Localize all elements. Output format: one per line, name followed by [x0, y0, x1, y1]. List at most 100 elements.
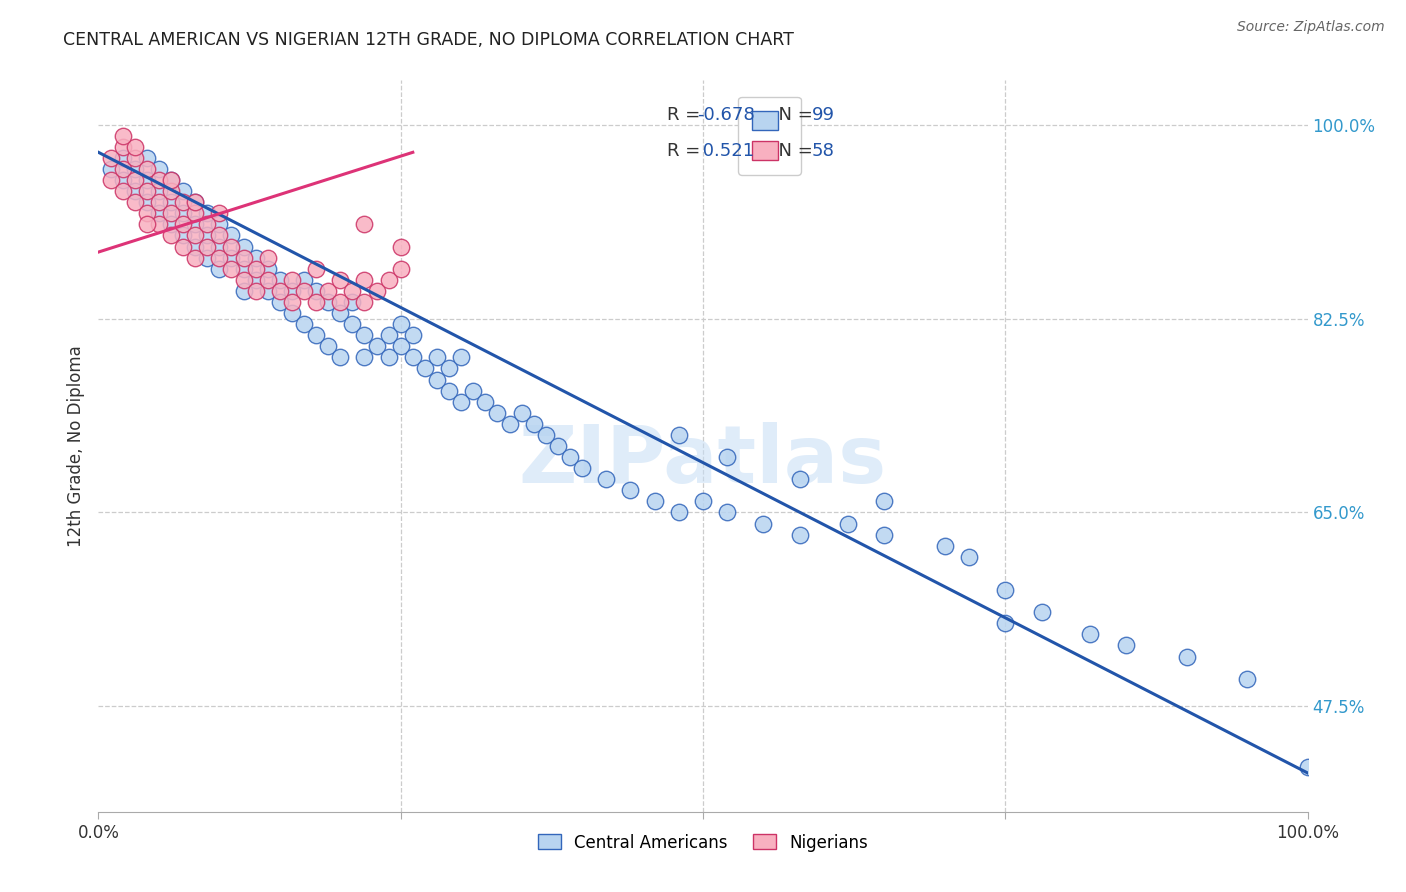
Point: [111, 184, 134, 198]
Point: [160, 184, 183, 198]
Point: [595, 472, 617, 486]
Text: R =: R =: [666, 143, 706, 161]
Point: [426, 351, 449, 365]
Point: [172, 239, 194, 253]
Point: [752, 516, 775, 531]
Text: R =: R =: [666, 106, 706, 124]
Point: [245, 284, 267, 298]
Text: N =: N =: [768, 106, 818, 124]
Point: [221, 251, 243, 265]
Point: [692, 494, 714, 508]
Text: -0.678: -0.678: [697, 106, 755, 124]
Point: [994, 583, 1017, 598]
Point: [316, 339, 339, 353]
Point: [389, 261, 412, 276]
Point: [292, 284, 315, 298]
Point: [402, 328, 425, 343]
Point: [377, 273, 399, 287]
Point: [789, 527, 811, 541]
Point: [389, 317, 412, 331]
Point: [195, 206, 218, 220]
Point: [437, 384, 460, 398]
Point: [232, 273, 254, 287]
Point: [498, 417, 520, 431]
Point: [668, 428, 690, 442]
Point: [934, 539, 956, 553]
Text: N =: N =: [768, 143, 818, 161]
Point: [873, 527, 896, 541]
Y-axis label: 12th Grade, No Diploma: 12th Grade, No Diploma: [66, 345, 84, 547]
Point: [1078, 627, 1101, 641]
Point: [292, 273, 315, 287]
Point: [547, 439, 569, 453]
Point: [281, 294, 304, 309]
Point: [111, 151, 134, 165]
Point: [269, 284, 291, 298]
Point: [305, 294, 328, 309]
Point: [474, 394, 496, 409]
Point: [135, 218, 157, 232]
Text: 99: 99: [811, 106, 835, 124]
Point: [135, 184, 157, 198]
Point: [1031, 605, 1053, 619]
Point: [135, 173, 157, 187]
Point: [619, 483, 641, 498]
Point: [1296, 760, 1319, 774]
Point: [160, 195, 183, 210]
Point: [269, 273, 291, 287]
Point: [994, 616, 1017, 631]
Point: [789, 472, 811, 486]
Point: [426, 372, 449, 386]
Point: [160, 173, 183, 187]
Point: [172, 218, 194, 232]
Point: [534, 428, 557, 442]
Point: [221, 239, 243, 253]
Point: [329, 351, 352, 365]
Point: [172, 195, 194, 210]
Point: [281, 273, 304, 287]
Point: [184, 195, 207, 210]
Point: [305, 284, 328, 298]
Point: [245, 273, 267, 287]
Point: [184, 239, 207, 253]
Point: [124, 173, 146, 187]
Point: [232, 261, 254, 276]
Point: [389, 239, 412, 253]
Point: [292, 317, 315, 331]
Point: [413, 361, 436, 376]
Point: [571, 461, 593, 475]
Point: [100, 151, 122, 165]
Point: [510, 406, 533, 420]
Point: [135, 206, 157, 220]
Point: [353, 218, 375, 232]
Point: [221, 261, 243, 276]
Point: [172, 228, 194, 243]
Point: [160, 218, 183, 232]
Point: [668, 506, 690, 520]
Text: ZIPatlas: ZIPatlas: [519, 422, 887, 500]
Point: [148, 206, 170, 220]
Point: [124, 195, 146, 210]
Point: [353, 328, 375, 343]
Point: [124, 161, 146, 176]
Point: [111, 161, 134, 176]
Point: [160, 206, 183, 220]
Point: [342, 294, 364, 309]
Text: CENTRAL AMERICAN VS NIGERIAN 12TH GRADE, NO DIPLOMA CORRELATION CHART: CENTRAL AMERICAN VS NIGERIAN 12TH GRADE,…: [63, 31, 794, 49]
Point: [450, 394, 472, 409]
Point: [135, 195, 157, 210]
Point: [329, 273, 352, 287]
Point: [172, 184, 194, 198]
Point: [100, 173, 122, 187]
Point: [208, 239, 231, 253]
Point: [353, 294, 375, 309]
Point: [111, 140, 134, 154]
Point: [111, 173, 134, 187]
Point: [281, 284, 304, 298]
Point: [184, 228, 207, 243]
Point: [523, 417, 546, 431]
Point: [195, 251, 218, 265]
Point: [329, 294, 352, 309]
Point: [208, 261, 231, 276]
Point: [1175, 649, 1198, 664]
